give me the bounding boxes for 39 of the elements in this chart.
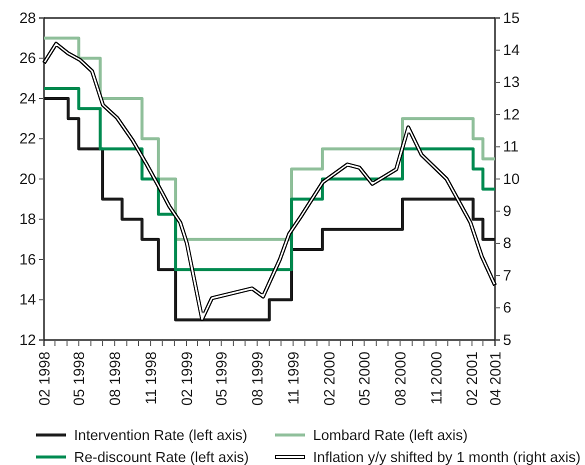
x-tick-label: 04 2001 (487, 352, 504, 406)
y2-tick-label: 12 (503, 106, 520, 124)
x-tick-label: 11 2000 (428, 352, 446, 405)
line-series (42, 42, 497, 322)
y-tick-label: 20 (19, 170, 36, 188)
legend-label: Inflation y/y shifted by 1 month (right axis) (313, 450, 581, 465)
x-tick-label: 02 2000 (321, 352, 338, 406)
y-tick-label: 18 (19, 211, 36, 228)
y-tick-label: 12 (19, 332, 36, 349)
legend-label: Re-discount Rate (left axis) (74, 450, 249, 465)
x-tick-label: 08 2000 (392, 352, 410, 406)
y2-tick-label: 10 (503, 170, 520, 188)
y2-tick-label: 14 (503, 42, 520, 59)
y2-tick-label: 7 (503, 267, 512, 284)
x-tick-label: 05 1998 (71, 352, 88, 406)
x-tick-label: 08 1998 (106, 352, 124, 406)
y-tick-label: 22 (19, 130, 36, 148)
y2-tick-label: 6 (503, 300, 512, 317)
legend-label: Lombard Rate (left axis) (313, 428, 468, 444)
legend-label: Intervention Rate (left axis) (74, 428, 248, 444)
x-tick-label: 11 1998 (142, 352, 160, 405)
y2-tick-label: 9 (503, 203, 512, 220)
x-tick-label: 05 1999 (214, 352, 231, 406)
y-tick-label: 24 (19, 90, 36, 108)
x-tick-label: 02 1999 (178, 352, 196, 406)
y2-tick-label: 15 (503, 10, 520, 27)
x-tick-label: 02 2001 (464, 352, 482, 406)
x-tick-label: 02 1998 (36, 352, 54, 406)
x-tick-label: 11 1999 (285, 352, 302, 405)
y-tick-label: 16 (19, 251, 36, 268)
y2-tick-label: 8 (503, 235, 512, 252)
y2-tick-label: 5 (503, 332, 512, 349)
y-tick-label: 14 (19, 292, 36, 309)
y2-tick-label: 11 (503, 138, 519, 156)
x-tick-label: 05 2000 (356, 352, 374, 406)
y-tick-label: 26 (19, 50, 36, 68)
y2-tick-label: 13 (503, 74, 520, 92)
y-tick-label: 28 (19, 10, 36, 27)
x-tick-label: 08 1999 (249, 352, 266, 406)
